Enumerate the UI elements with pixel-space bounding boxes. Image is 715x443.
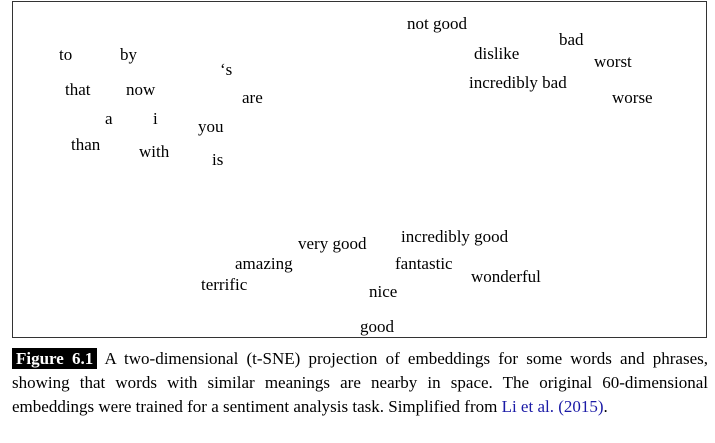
word-good: good <box>360 317 394 336</box>
caption-end: . <box>603 397 608 417</box>
word-fantastic: fantastic <box>395 254 453 273</box>
word-not-good: not good <box>407 14 467 33</box>
word-nice: nice <box>369 282 398 301</box>
citation-link[interactable]: Li et al. (2015) <box>501 397 604 417</box>
word-you: you <box>198 117 224 136</box>
word-wonderful: wonderful <box>471 267 541 286</box>
word-bad: bad <box>559 30 584 49</box>
caption-text: A two-dimensional (t-SNE) projection of … <box>12 349 708 417</box>
figure-caption: Figure 6.1 A two-dimensional (t-SNE) pro… <box>12 347 708 420</box>
word-than: than <box>71 135 101 154</box>
word-now: now <box>126 80 156 99</box>
word-i: i <box>153 109 158 128</box>
word-worse: worse <box>612 88 653 107</box>
word-amazing: amazing <box>235 254 293 273</box>
figure-label: Figure 6.1 <box>12 348 98 369</box>
word-incredibly-bad: incredibly bad <box>469 73 567 92</box>
word-worst: worst <box>594 52 632 71</box>
word-are: are <box>242 88 263 107</box>
word-is: is <box>212 150 224 169</box>
word-by: by <box>120 45 137 64</box>
tsne-figure: not good bad dislike worst incredibly ba… <box>12 1 707 338</box>
word-to: to <box>59 45 73 64</box>
word-incredibly-good: incredibly good <box>401 227 509 246</box>
word-very-good: very good <box>298 234 367 253</box>
word-that: that <box>65 80 91 99</box>
word-terrific: terrific <box>201 275 248 294</box>
word-dislike: dislike <box>474 44 520 63</box>
word-a: a <box>105 109 113 128</box>
word-s: ‘s <box>220 60 233 79</box>
word-with: with <box>139 142 170 161</box>
